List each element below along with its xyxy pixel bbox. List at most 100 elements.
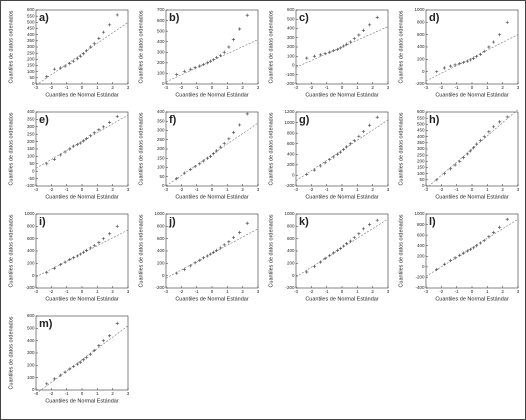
marker (238, 230, 242, 235)
y-tick-label: 200 (287, 261, 295, 266)
marker (482, 135, 486, 139)
marker (461, 60, 466, 65)
marker (81, 250, 86, 254)
marker (227, 137, 231, 141)
y-tick-label: 0 (162, 183, 165, 188)
y-tick-label: 50 (419, 177, 425, 182)
marker (92, 41, 96, 45)
y-tick-label: 200 (287, 162, 295, 167)
marker (63, 150, 67, 154)
marker (81, 358, 86, 362)
x-tick-label: 1 (96, 85, 99, 90)
x-tick-label: -1 (455, 187, 459, 192)
marker (468, 58, 473, 62)
marker (108, 23, 112, 27)
x-tick-label: -3 (294, 85, 298, 90)
marker (211, 58, 216, 62)
y-tick-label: 400 (157, 248, 165, 253)
x-tick-label: 0 (211, 85, 214, 90)
marker (453, 256, 457, 260)
marker (75, 142, 79, 147)
y-tick-label: 0 (292, 63, 295, 68)
y-tick-label: 500 (287, 16, 295, 21)
y-tick-label: 500 (27, 20, 35, 25)
y-tick-label: 800 (287, 130, 295, 135)
marker (442, 66, 446, 70)
marker (318, 53, 323, 57)
y-tick-label: 200 (157, 60, 165, 65)
panel-label: e) (39, 114, 49, 126)
x-tick-label: -2 (309, 85, 313, 90)
marker (331, 251, 336, 255)
marker (193, 261, 197, 265)
x-tick-label: -2 (179, 289, 183, 294)
x-tick-label: 0 (81, 391, 84, 396)
y-tick-label: 0 (162, 273, 165, 278)
panel-label: h) (429, 114, 440, 126)
x-tick-label: 3 (387, 85, 390, 90)
marker (505, 217, 509, 221)
x-tick-label: 2 (241, 85, 244, 90)
x-tick-label: 0 (471, 85, 474, 90)
y-axis-label: Cuantiles de datos ordenados (398, 112, 404, 185)
marker (461, 251, 466, 255)
y-tick-label: 400 (157, 109, 165, 114)
y-tick-label: 400 (287, 248, 295, 253)
marker (97, 36, 101, 40)
marker (75, 254, 79, 258)
x-tick-label: 3 (127, 289, 130, 294)
x-tick-label: 1 (486, 85, 489, 90)
y-tick-label: 250 (27, 50, 35, 55)
y-tick-label: 500 (157, 28, 165, 33)
marker (81, 52, 86, 56)
y-tick-label: -50 (28, 176, 35, 181)
marker (352, 235, 356, 240)
x-tick-label: -1 (65, 289, 69, 294)
x-axis-label: Cuantiles de Normal Estándar (305, 92, 379, 98)
y-tick-label: 1200 (284, 109, 295, 114)
x-tick-label: -1 (65, 391, 69, 396)
y-tick-label: 200 (27, 57, 35, 62)
y-tick-label: 350 (27, 38, 35, 43)
marker (68, 147, 72, 151)
x-tick-label: 3 (127, 85, 130, 90)
panel-label: b) (169, 12, 180, 24)
marker (78, 54, 83, 58)
y-tick-label: 600 (417, 32, 425, 37)
y-tick-label: 0 (292, 273, 295, 278)
x-tick-label: 3 (127, 391, 130, 396)
y-tick-label: -200 (415, 275, 425, 280)
plot-area (165, 111, 259, 187)
marker (475, 54, 479, 59)
x-tick-label: 3 (257, 85, 260, 90)
reference-line (165, 122, 259, 187)
marker (475, 244, 479, 248)
marker (475, 142, 479, 146)
x-tick-label: -1 (195, 289, 199, 294)
x-tick-label: 1 (356, 289, 359, 294)
reference-line (425, 34, 519, 82)
y-tick-label: 800 (157, 224, 165, 229)
x-tick-label: 0 (211, 289, 214, 294)
marker (318, 164, 323, 168)
x-tick-label: -2 (179, 187, 183, 192)
x-tick-label: -3 (164, 289, 168, 294)
y-tick-label: 300 (287, 35, 295, 40)
y-tick-label: 600 (27, 313, 35, 318)
marker (182, 171, 186, 175)
x-tick-label: -2 (49, 391, 53, 396)
y-tick-label: 550 (27, 13, 35, 18)
x-tick-label: 0 (341, 85, 344, 90)
x-tick-label: -2 (439, 187, 443, 192)
marker (323, 51, 327, 56)
y-axis-label: Cuantiles de datos ordenados (398, 214, 404, 287)
y-tick-label: 300 (27, 44, 35, 49)
marker (335, 152, 339, 156)
x-tick-label: 2 (111, 187, 114, 192)
y-axis-label: Cuantiles de datos ordenados (398, 10, 404, 83)
x-tick-label: 2 (371, 289, 374, 294)
marker (218, 145, 223, 149)
x-tick-label: -1 (195, 187, 199, 192)
marker (58, 153, 63, 157)
x-axis-label: Cuantiles de Normal Estándar (435, 92, 509, 98)
